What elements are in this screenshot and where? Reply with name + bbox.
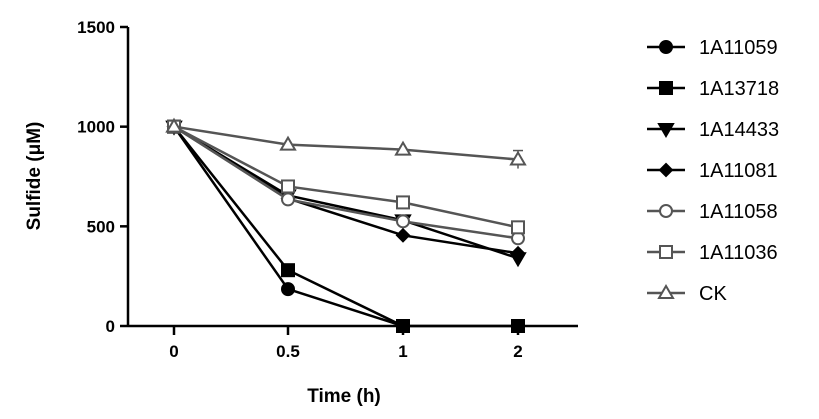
data-point [511,319,525,333]
y-tick-label: 0 [106,317,115,336]
data-point [394,140,412,156]
data-point [395,227,411,243]
axes: 0 500 1000 1500 0 0.5 1 2 [77,18,578,361]
x-tick-label: 1 [398,342,407,361]
data-point [396,195,410,210]
data-point [396,319,410,333]
data-point [165,117,183,133]
series-line [173,125,519,229]
legend-marker [659,204,673,218]
data-point [281,192,295,207]
legend-marker [657,284,675,299]
data-point [509,150,527,166]
legend-marker [659,245,673,259]
x-tick-label: 0.5 [276,342,300,361]
series-CK [165,117,527,169]
data-point [279,135,297,151]
series-line [173,125,519,260]
legend: 1A11059 1A13718 1A14433 1A11081 1A11058 1A110… [647,37,779,305]
legend-label: CK [699,283,727,305]
legend-marker [659,40,673,54]
x-axis-title: Time (h) [307,386,381,407]
legend-marker [659,81,673,95]
y-tick-label: 1000 [77,118,115,137]
legend-item-1A11081: 1A11081 [647,160,778,182]
x-tick-label: 0 [169,342,178,361]
legend-label: 1A13718 [699,78,779,100]
data-point [396,214,410,229]
series-line [173,125,518,328]
legend-marker [658,162,674,178]
data-point [281,263,295,278]
y-axis-title: Sulfide (μM) [24,122,45,231]
data-point [281,179,295,194]
legend-item-1A13718: 1A13718 [647,78,779,100]
y-tick-label: 500 [87,217,115,236]
series-layer [165,117,527,333]
y-tick-label: 1500 [77,18,115,37]
series-1A11036 [167,119,525,235]
series-1A11058 [167,119,525,246]
data-point [511,220,525,235]
legend-item-CK: CK [647,283,727,305]
legend-item-1A11058: 1A11058 [647,201,778,223]
legend-label: 1A11081 [699,160,778,182]
series-line [173,125,519,240]
series-1A11081 [166,119,526,261]
legend-label: 1A14433 [699,119,779,141]
legend-label: 1A11036 [699,242,778,264]
legend-item-1A11059: 1A11059 [647,37,778,59]
legend-item-1A11036: 1A11036 [647,242,778,264]
legend-label: 1A11059 [699,37,778,59]
x-tick-label: 2 [513,342,522,361]
legend-item-1A14433: 1A14433 [647,119,779,141]
legend-label: 1A11058 [699,201,778,223]
series-line [173,125,519,161]
legend-marker [657,123,675,138]
data-point [281,282,295,297]
data-point [510,245,526,261]
